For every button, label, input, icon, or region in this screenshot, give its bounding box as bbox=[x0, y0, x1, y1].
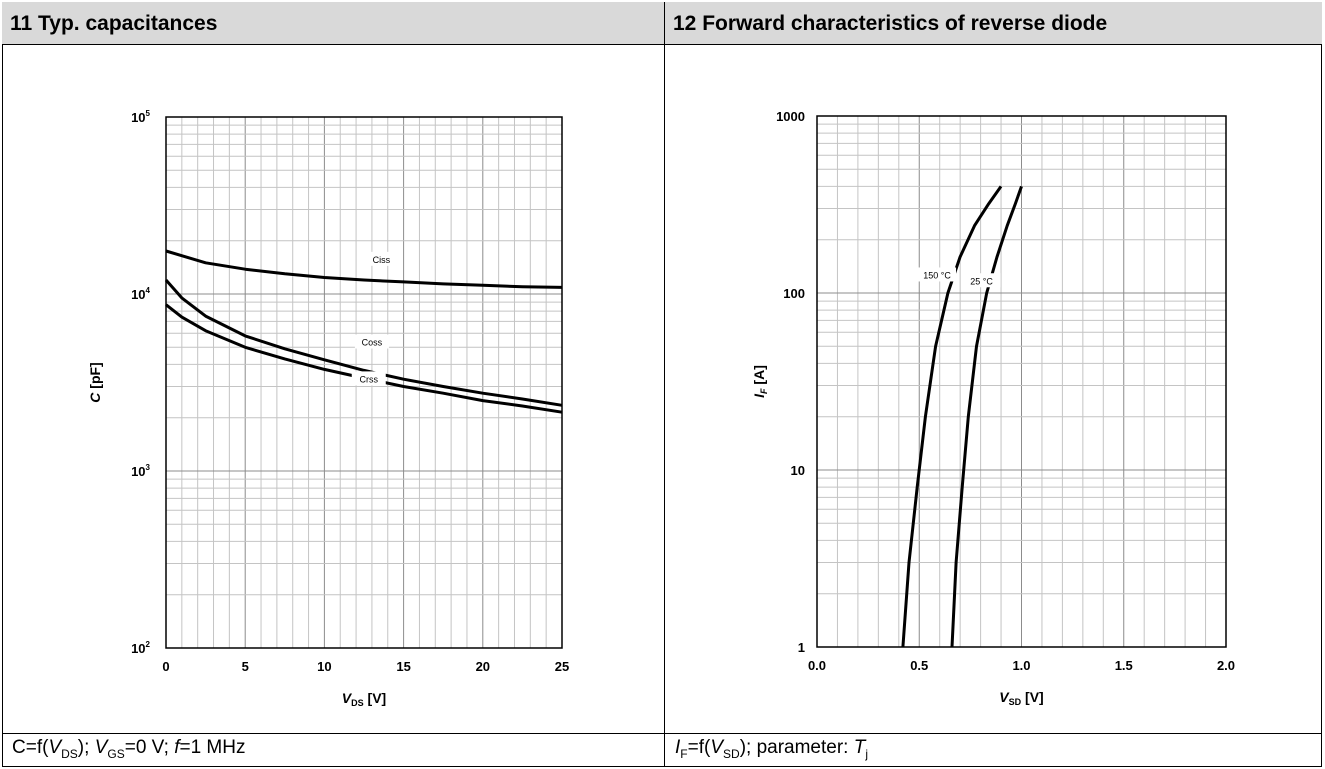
series-label-bg bbox=[354, 334, 389, 349]
right-footer-g: T bbox=[853, 737, 866, 758]
y-tick-label: 100 bbox=[783, 286, 805, 301]
left-footer: C=f(VDS); VGS=0 V; f=1 MHz bbox=[2, 735, 245, 767]
left-footer-d: ); bbox=[77, 737, 95, 758]
x-tick-label: 10 bbox=[317, 659, 331, 674]
left-footer-a: C=f( bbox=[12, 737, 49, 758]
series-line-crss bbox=[165, 303, 563, 414]
y-tick-label: 102 bbox=[131, 640, 150, 656]
y-tick-label: 1000 bbox=[776, 109, 805, 124]
series-label-25c: 25 °C bbox=[970, 276, 993, 286]
right-footer: IF=f(VSD); parameter: Tj bbox=[665, 735, 868, 767]
x-axis-label: VSD [V] bbox=[999, 689, 1043, 707]
series-line-ciss bbox=[165, 249, 563, 289]
y-tick-label: 105 bbox=[131, 109, 150, 125]
left-footer-f: GS bbox=[107, 746, 125, 761]
x-tick-label: 0.0 bbox=[808, 658, 826, 673]
right-footer-c: =f( bbox=[687, 737, 711, 758]
series-label-bg bbox=[351, 371, 386, 386]
left-footer-h: f bbox=[174, 737, 180, 758]
right-footer-h: j bbox=[865, 746, 869, 761]
x-tick-label: 0.5 bbox=[910, 658, 928, 673]
left-panel-title: 11 Typ. capacitances bbox=[2, 2, 664, 45]
right-panel-title: 12 Forward characteristics of reverse di… bbox=[665, 2, 1322, 45]
series-label-ciss: Ciss bbox=[373, 255, 391, 265]
left-footer-b: V bbox=[48, 737, 62, 758]
right-footer-e: SD bbox=[723, 746, 740, 761]
y-tick-label: 1 bbox=[798, 640, 805, 655]
x-tick-label: 25 bbox=[555, 659, 569, 674]
panel-divider bbox=[664, 2, 665, 767]
plot-area-border bbox=[165, 116, 563, 649]
x-tick-label: 1.0 bbox=[1012, 658, 1030, 673]
series-label-coss: Coss bbox=[362, 338, 383, 348]
y-tick-label: 10 bbox=[791, 463, 805, 478]
right-footer-a: I bbox=[675, 737, 681, 758]
right-footer-f: ); parameter: bbox=[739, 737, 854, 758]
series-label-150c: 150 °C bbox=[923, 270, 951, 280]
right-footer-b: F bbox=[680, 746, 688, 761]
series-label-bg bbox=[962, 273, 1001, 288]
x-tick-label: 5 bbox=[242, 659, 249, 674]
right-footer-d: V bbox=[710, 737, 724, 758]
series-line-coss bbox=[164, 279, 563, 407]
series-label-crss: Crss bbox=[360, 374, 379, 384]
left-footer-i: =1 MHz bbox=[179, 737, 246, 758]
x-tick-label: 20 bbox=[476, 659, 490, 674]
x-axis-label: VDS [V] bbox=[342, 690, 386, 708]
left-footer-e: V bbox=[94, 737, 108, 758]
footer-divider bbox=[2, 733, 1322, 734]
y-tick-label: 103 bbox=[131, 463, 150, 479]
left-footer-g: =0 V; bbox=[124, 737, 175, 758]
series-label-bg bbox=[918, 267, 957, 282]
series-line-25c bbox=[950, 185, 1023, 648]
series-line-150c bbox=[901, 185, 1003, 648]
left-footer-c: DS bbox=[61, 746, 78, 761]
x-tick-label: 15 bbox=[396, 659, 410, 674]
x-tick-label: 0 bbox=[162, 659, 169, 674]
y-axis-label: IF [A] bbox=[751, 365, 769, 398]
x-tick-label: 2.0 bbox=[1217, 658, 1235, 673]
y-tick-label: 104 bbox=[131, 286, 150, 302]
series-label-bg bbox=[364, 251, 399, 266]
y-axis-label: C [pF] bbox=[87, 362, 103, 402]
plot-area-border bbox=[816, 115, 1227, 648]
x-tick-label: 1.5 bbox=[1115, 658, 1133, 673]
